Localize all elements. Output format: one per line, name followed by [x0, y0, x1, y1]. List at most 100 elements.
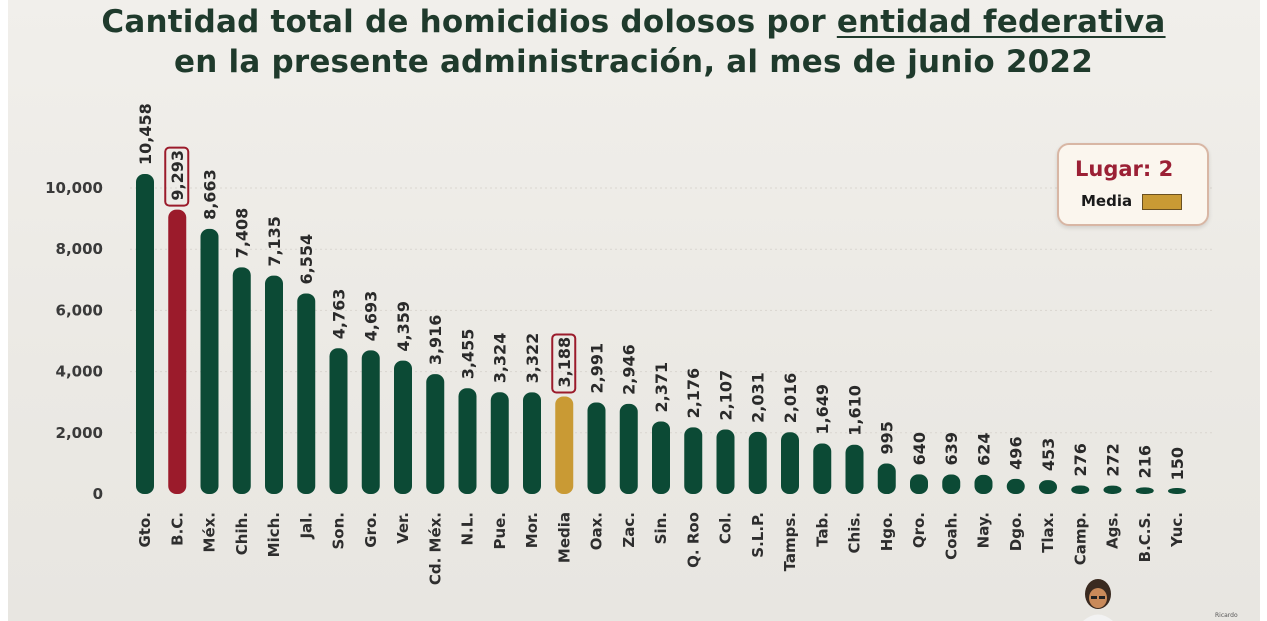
value-label: 4,359 — [394, 301, 413, 352]
value-label: 3,322 — [523, 333, 542, 384]
value-label: 2,016 — [781, 373, 800, 424]
bar — [684, 427, 703, 494]
value-label: 272 — [1104, 443, 1123, 476]
value-label: 3,455 — [459, 329, 478, 380]
chart-title-line2: en la presente administración, al mes de… — [174, 44, 1093, 80]
bar — [716, 429, 735, 494]
bar — [1103, 485, 1122, 494]
bar — [426, 374, 445, 494]
category-label: Media — [555, 512, 573, 563]
category-label: Tab. — [813, 512, 831, 547]
bar — [200, 228, 219, 494]
category-label: S.L.P. — [749, 512, 767, 558]
avatar-icon — [1083, 579, 1113, 621]
value-label: 995 — [878, 421, 897, 454]
bar — [361, 350, 380, 494]
value-label: 7,408 — [233, 208, 252, 259]
category-label: Oax. — [588, 512, 606, 550]
category-label: Son. — [330, 512, 348, 550]
value-label: 2,946 — [620, 344, 639, 395]
value-label: 453 — [1039, 438, 1058, 471]
category-label: Mor. — [523, 512, 541, 548]
category-label: Coah. — [942, 512, 960, 560]
category-label: Col. — [717, 512, 735, 544]
value-label: 2,371 — [652, 362, 671, 413]
value-label: 9,293 — [168, 150, 187, 201]
category-label: Ver. — [394, 512, 412, 544]
bar — [748, 431, 767, 494]
category-label: Sin. — [652, 512, 670, 544]
y-tick-label: 8,000 — [56, 240, 103, 258]
category-label: Jal. — [297, 512, 315, 540]
bar — [974, 474, 993, 494]
y-tick-label: 4,000 — [56, 363, 103, 381]
bar — [232, 267, 251, 494]
bar — [136, 173, 154, 494]
category-label: Ags. — [1104, 512, 1122, 549]
value-label: 6,554 — [297, 234, 316, 285]
category-label: Pue. — [491, 512, 509, 550]
value-label: 2,176 — [684, 368, 703, 419]
value-label: 216 — [1136, 445, 1155, 478]
value-label: 3,188 — [555, 337, 574, 388]
legend-media-label: Media — [1081, 192, 1133, 210]
category-label: N.L. — [459, 512, 477, 546]
bar — [1071, 485, 1090, 494]
bar — [297, 293, 316, 494]
value-label: 496 — [1007, 436, 1026, 469]
category-label: Tamps. — [781, 512, 799, 571]
bar — [555, 396, 574, 494]
value-label: 4,763 — [330, 289, 349, 340]
bar — [587, 402, 606, 494]
category-label: Nay. — [975, 512, 993, 548]
bar — [619, 403, 638, 494]
bar — [490, 392, 509, 494]
category-label: Gto. — [136, 512, 154, 548]
value-label: 2,107 — [717, 370, 736, 421]
legend-media-swatch — [1142, 194, 1182, 210]
bar — [813, 443, 832, 494]
value-label: 1,610 — [846, 385, 865, 436]
category-label: Yuc. — [1168, 512, 1186, 548]
category-label: Camp. — [1071, 512, 1089, 565]
value-label: 10,458 — [136, 103, 155, 165]
category-label: Chih. — [233, 512, 251, 555]
chart-title-line1: Cantidad total de homicidios dolosos por… — [101, 4, 1166, 40]
category-label: Hgo. — [878, 512, 896, 551]
value-label: 2,031 — [749, 372, 768, 423]
value-label: 150 — [1168, 447, 1187, 480]
y-tick-label: 0 — [93, 485, 103, 503]
bar — [1006, 478, 1025, 494]
category-label: Mich. — [265, 512, 283, 557]
category-label: Zac. — [620, 512, 638, 548]
value-label: 640 — [910, 432, 929, 465]
bar — [523, 392, 541, 494]
category-label: Dgo. — [1007, 512, 1025, 551]
bar — [652, 421, 670, 494]
bar — [394, 360, 412, 494]
category-label: Chis. — [846, 512, 864, 553]
bar — [1135, 487, 1154, 494]
value-label: 8,663 — [201, 169, 220, 220]
chart-title-underlined: entidad federativa — [836, 4, 1166, 40]
value-label: 7,135 — [265, 216, 284, 267]
category-label: Gro. — [362, 512, 380, 548]
value-label: 276 — [1071, 443, 1090, 476]
value-label: 4,693 — [362, 291, 381, 342]
category-label: B.C.S. — [1136, 512, 1154, 562]
legend-rank: Lugar: 2 — [1075, 157, 1174, 181]
signature-text: Ricardo — [1215, 612, 1238, 619]
category-label: Q. Roo — [684, 512, 702, 568]
bar — [845, 444, 864, 494]
bar — [910, 474, 928, 494]
bar — [458, 388, 477, 494]
bar — [1168, 488, 1186, 494]
bar — [168, 209, 187, 494]
value-label: 2,991 — [588, 343, 607, 394]
y-tick-label: 2,000 — [56, 424, 103, 442]
legend-box: Lugar: 2 Media — [1057, 143, 1209, 226]
y-tick-label: 6,000 — [56, 301, 103, 319]
bar — [781, 432, 799, 494]
value-label: 3,916 — [426, 315, 445, 366]
